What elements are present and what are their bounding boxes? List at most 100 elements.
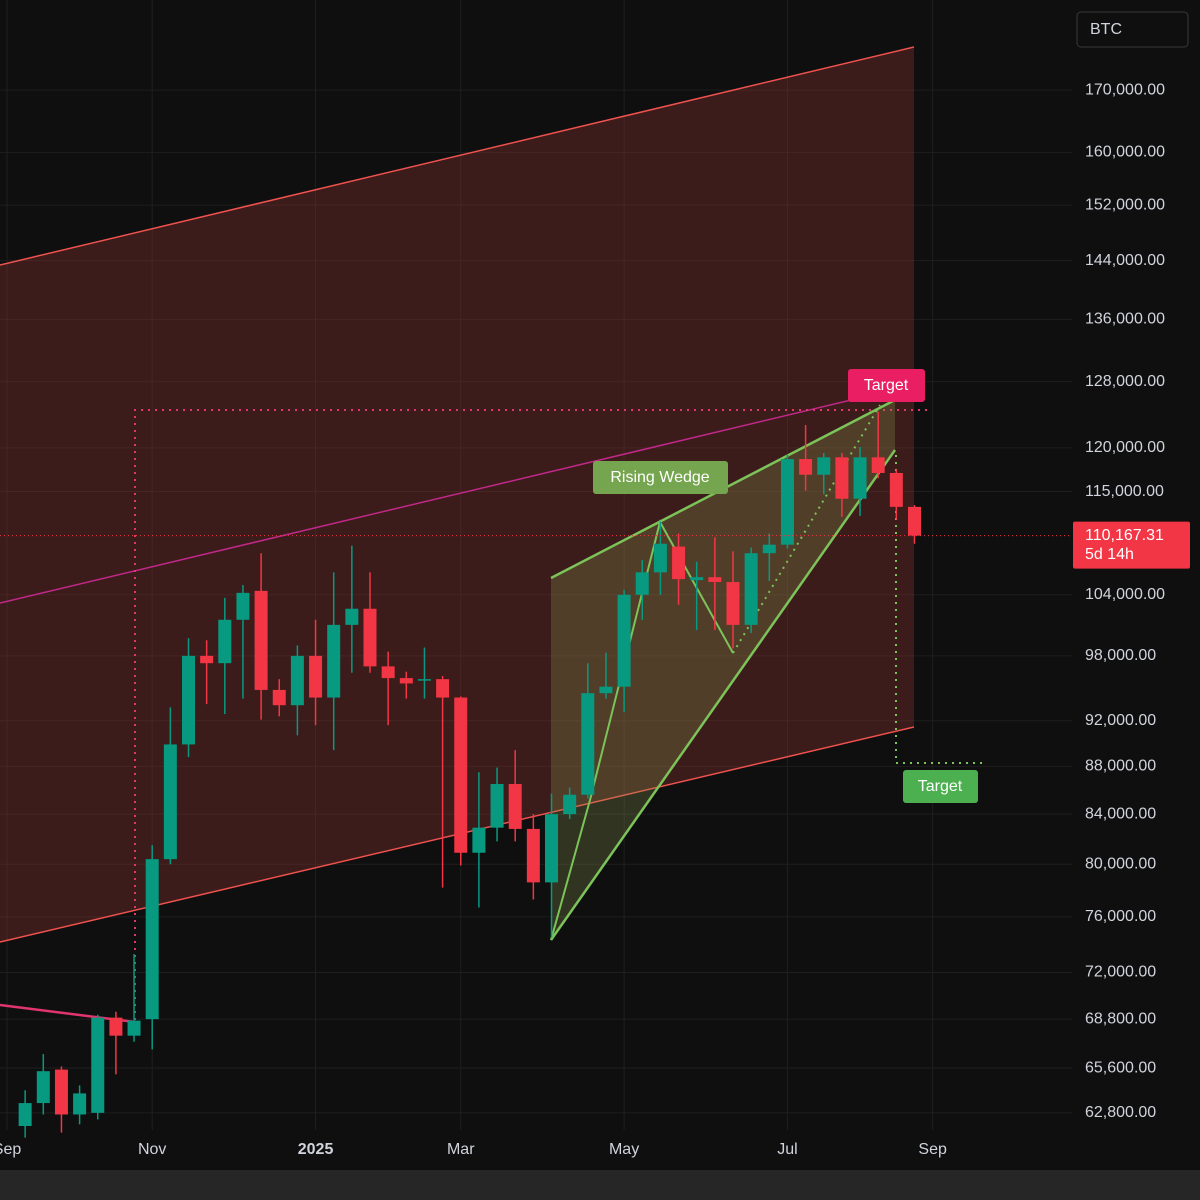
candle-body bbox=[472, 827, 486, 853]
channel-upper bbox=[0, 46, 915, 266]
target-projection-down bbox=[895, 455, 985, 764]
y-tick-label: 62,800.00 bbox=[1085, 1104, 1156, 1121]
candle-body bbox=[490, 784, 504, 828]
candle-body bbox=[73, 1093, 87, 1115]
symbol: BTC bbox=[1090, 21, 1122, 38]
candle-body bbox=[617, 594, 631, 687]
y-tick-label: 170,000.00 bbox=[1085, 81, 1165, 98]
y-tick-label: 65,600.00 bbox=[1085, 1059, 1156, 1076]
candle-body bbox=[254, 590, 268, 690]
annotation-box bbox=[848, 369, 925, 402]
price-label-box bbox=[1073, 521, 1190, 569]
candle-body bbox=[889, 472, 903, 507]
channel-median bbox=[0, 384, 915, 604]
y-tick-label: 76,000.00 bbox=[1085, 908, 1156, 925]
annotation: Target bbox=[864, 377, 909, 394]
candle-body bbox=[399, 678, 413, 684]
x-tick-label: Sep bbox=[0, 1141, 21, 1158]
y-tick-label: 128,000.00 bbox=[1085, 373, 1165, 390]
candle-body bbox=[345, 608, 359, 625]
candle-body bbox=[36, 1071, 50, 1104]
candle-body bbox=[417, 679, 431, 681]
candle-body bbox=[182, 655, 195, 745]
candle-body bbox=[163, 744, 177, 860]
x-tick-label: May bbox=[609, 1141, 639, 1158]
candle-body bbox=[127, 1020, 141, 1036]
candle-body bbox=[762, 544, 776, 554]
annotation-box bbox=[903, 770, 978, 803]
wedge-lower bbox=[549, 449, 897, 941]
candle-body bbox=[18, 1103, 32, 1127]
candle-body bbox=[508, 784, 522, 829]
candle-body bbox=[744, 553, 758, 625]
wedge-fill bbox=[551, 400, 895, 940]
footer-bar bbox=[0, 1170, 1200, 1200]
candle-body bbox=[91, 1017, 105, 1113]
candle-body bbox=[327, 624, 341, 698]
y-tick-label: 144,000.00 bbox=[1085, 252, 1165, 269]
candle-body bbox=[363, 608, 377, 667]
candle-body bbox=[454, 697, 468, 853]
candle-body bbox=[708, 577, 722, 583]
y-tick-label: 80,000.00 bbox=[1085, 855, 1156, 872]
annotation: Target bbox=[918, 778, 963, 795]
candle-body bbox=[436, 679, 450, 698]
y-tick-label: 92,000.00 bbox=[1085, 712, 1156, 729]
candle-body bbox=[218, 619, 232, 664]
candle-body bbox=[236, 592, 250, 620]
countdown: 5d 14h bbox=[1085, 546, 1134, 563]
axes: BTC 62,800.00 65,600.00 68,800.00 72,000.00… bbox=[0, 11, 1200, 1200]
candle-body bbox=[835, 457, 849, 499]
candle-body bbox=[817, 457, 831, 475]
candle-body bbox=[780, 459, 794, 545]
candle-body bbox=[381, 666, 395, 679]
annotation-box bbox=[593, 461, 728, 494]
y-tick-label: 115,000.00 bbox=[1085, 483, 1164, 500]
candle-body bbox=[672, 546, 686, 580]
y-tick-label: 98,000.00 bbox=[1085, 647, 1156, 664]
target-projection bbox=[134, 409, 930, 1020]
candle-body bbox=[526, 828, 540, 883]
x-tick-label: Jul bbox=[777, 1141, 797, 1158]
y-tick-label: 84,000.00 bbox=[1085, 805, 1156, 822]
candle-body bbox=[545, 814, 558, 883]
x-tick-label: Mar bbox=[447, 1141, 475, 1158]
annotation: Rising Wedge bbox=[610, 469, 709, 486]
grid bbox=[0, 0, 1072, 1130]
y-tick-label: 72,000.00 bbox=[1085, 964, 1156, 981]
x-tick-label: Nov bbox=[138, 1141, 166, 1158]
candle-body bbox=[290, 655, 304, 706]
y-tick-label: 136,000.00 bbox=[1085, 311, 1165, 328]
x-tick-label: Sep bbox=[918, 1141, 947, 1158]
candle-body bbox=[200, 655, 214, 664]
candle-body bbox=[871, 457, 885, 473]
drawings bbox=[0, 46, 985, 1024]
candle-body bbox=[109, 1017, 123, 1036]
candles bbox=[0, 411, 1072, 1138]
candle-body bbox=[563, 794, 577, 815]
y-tick-label: 152,000.00 bbox=[1085, 196, 1165, 213]
candle-body bbox=[309, 655, 323, 698]
candle-body bbox=[853, 457, 867, 499]
candle-body bbox=[272, 689, 286, 706]
annotations: Rising Wedge Target Target bbox=[593, 369, 978, 803]
y-tick-label: 68,800.00 bbox=[1085, 1010, 1156, 1027]
candle-body bbox=[145, 859, 159, 1020]
y-tick-label: 120,000.00 bbox=[1085, 439, 1165, 456]
candle-body bbox=[54, 1069, 68, 1115]
candle-body bbox=[799, 459, 813, 475]
candle-body bbox=[599, 686, 613, 694]
candle-body bbox=[653, 543, 667, 573]
symbol-box bbox=[1076, 11, 1189, 48]
price-label: 110,167.31 bbox=[1085, 527, 1164, 544]
candle-body bbox=[690, 577, 704, 581]
candle-body bbox=[726, 582, 740, 625]
y-tick-label: 160,000.00 bbox=[1085, 144, 1165, 161]
candle-body bbox=[635, 572, 649, 595]
y-tick-label: 104,000.00 bbox=[1085, 586, 1165, 603]
y-tick-label: 88,000.00 bbox=[1085, 758, 1156, 775]
candle-body bbox=[908, 506, 921, 536]
x-tick-label: 2025 bbox=[298, 1141, 334, 1158]
